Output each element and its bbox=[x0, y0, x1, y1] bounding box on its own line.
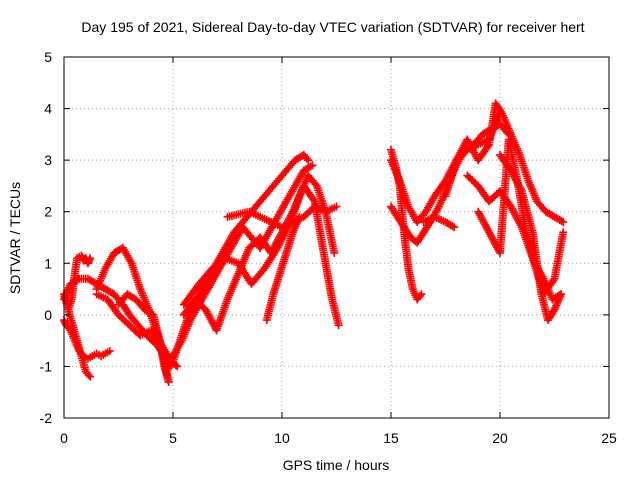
data-point bbox=[557, 290, 566, 299]
y-tick-label: 0 bbox=[44, 307, 52, 323]
y-tick-label: 4 bbox=[44, 101, 52, 117]
series-track-2 bbox=[60, 316, 114, 363]
series-track-12 bbox=[223, 202, 341, 232]
series-track-3 bbox=[64, 251, 95, 314]
data-point bbox=[304, 156, 313, 165]
data-point bbox=[302, 154, 311, 163]
series-track-13 bbox=[262, 212, 304, 325]
data-point bbox=[559, 228, 568, 237]
data-point bbox=[167, 358, 176, 367]
data-point bbox=[86, 372, 95, 381]
data-point bbox=[483, 142, 492, 151]
plot-frame bbox=[63, 56, 610, 419]
data-point bbox=[549, 276, 558, 285]
y-tick-label: -2 bbox=[40, 410, 53, 426]
data-point bbox=[448, 222, 457, 231]
x-tick-label: 25 bbox=[601, 430, 617, 446]
data-point bbox=[164, 377, 173, 386]
series-track-19 bbox=[463, 171, 568, 299]
chart-title: Day 195 of 2021, Sidereal Day-to-day VTE… bbox=[81, 19, 584, 35]
x-tick-label: 0 bbox=[60, 430, 68, 446]
series-track-14 bbox=[387, 145, 426, 304]
data-point bbox=[105, 346, 114, 355]
data-point bbox=[330, 248, 339, 257]
x-axis-label: GPS time / hours bbox=[283, 457, 390, 473]
data-point bbox=[417, 290, 426, 299]
data-series bbox=[60, 99, 568, 386]
y-tick-label: 3 bbox=[44, 152, 52, 168]
x-tick-label: 20 bbox=[492, 430, 508, 446]
data-point bbox=[308, 161, 317, 170]
data-point bbox=[450, 223, 459, 232]
x-tick-label: 10 bbox=[274, 430, 290, 446]
y-tick-label: 2 bbox=[44, 204, 52, 220]
y-tick-label: 5 bbox=[44, 49, 52, 65]
data-point bbox=[295, 212, 304, 221]
series-track-7 bbox=[114, 290, 173, 386]
series-track-4 bbox=[60, 290, 95, 381]
data-point bbox=[416, 291, 425, 300]
data-point bbox=[173, 362, 182, 371]
y-axis-label: SDTVAR / TECUs bbox=[7, 182, 23, 294]
data-point bbox=[84, 371, 93, 380]
y-tick-label: 1 bbox=[44, 255, 52, 271]
data-point bbox=[557, 216, 566, 225]
x-tick-label: 5 bbox=[169, 430, 177, 446]
data-point bbox=[559, 218, 568, 227]
series-track-17 bbox=[419, 212, 459, 232]
series-track-18 bbox=[441, 99, 568, 227]
data-point bbox=[334, 321, 343, 330]
series-track-11 bbox=[179, 171, 339, 309]
data-point bbox=[306, 162, 315, 171]
axis-ticks: 0 5 10 15 20 25 -2 -1 0 1 2 3 4 5 bbox=[40, 49, 617, 446]
series-track-21 bbox=[496, 150, 566, 325]
data-point bbox=[309, 195, 318, 204]
x-tick-label: 15 bbox=[383, 430, 399, 446]
y-tick-label: -1 bbox=[40, 358, 53, 374]
data-point bbox=[86, 254, 95, 263]
data-point bbox=[332, 202, 341, 211]
